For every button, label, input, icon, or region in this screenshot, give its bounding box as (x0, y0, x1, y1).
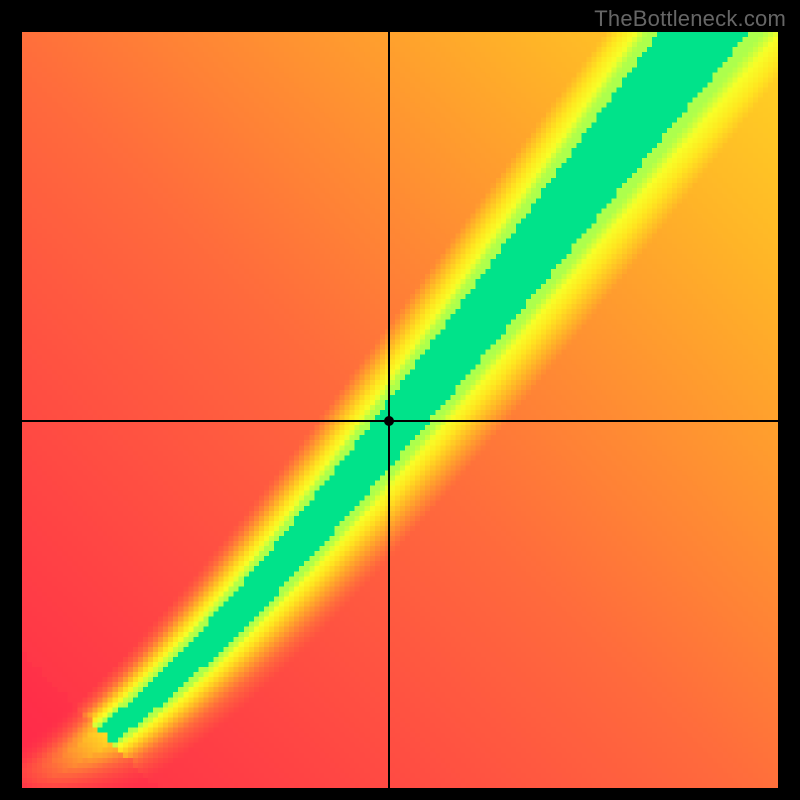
crosshair-vertical (388, 32, 390, 788)
watermark-text: TheBottleneck.com (594, 6, 786, 32)
crosshair-horizontal (22, 420, 778, 422)
chart-container: TheBottleneck.com (0, 0, 800, 800)
heatmap-plot (22, 32, 778, 788)
heatmap-canvas (22, 32, 778, 788)
crosshair-point (384, 416, 394, 426)
